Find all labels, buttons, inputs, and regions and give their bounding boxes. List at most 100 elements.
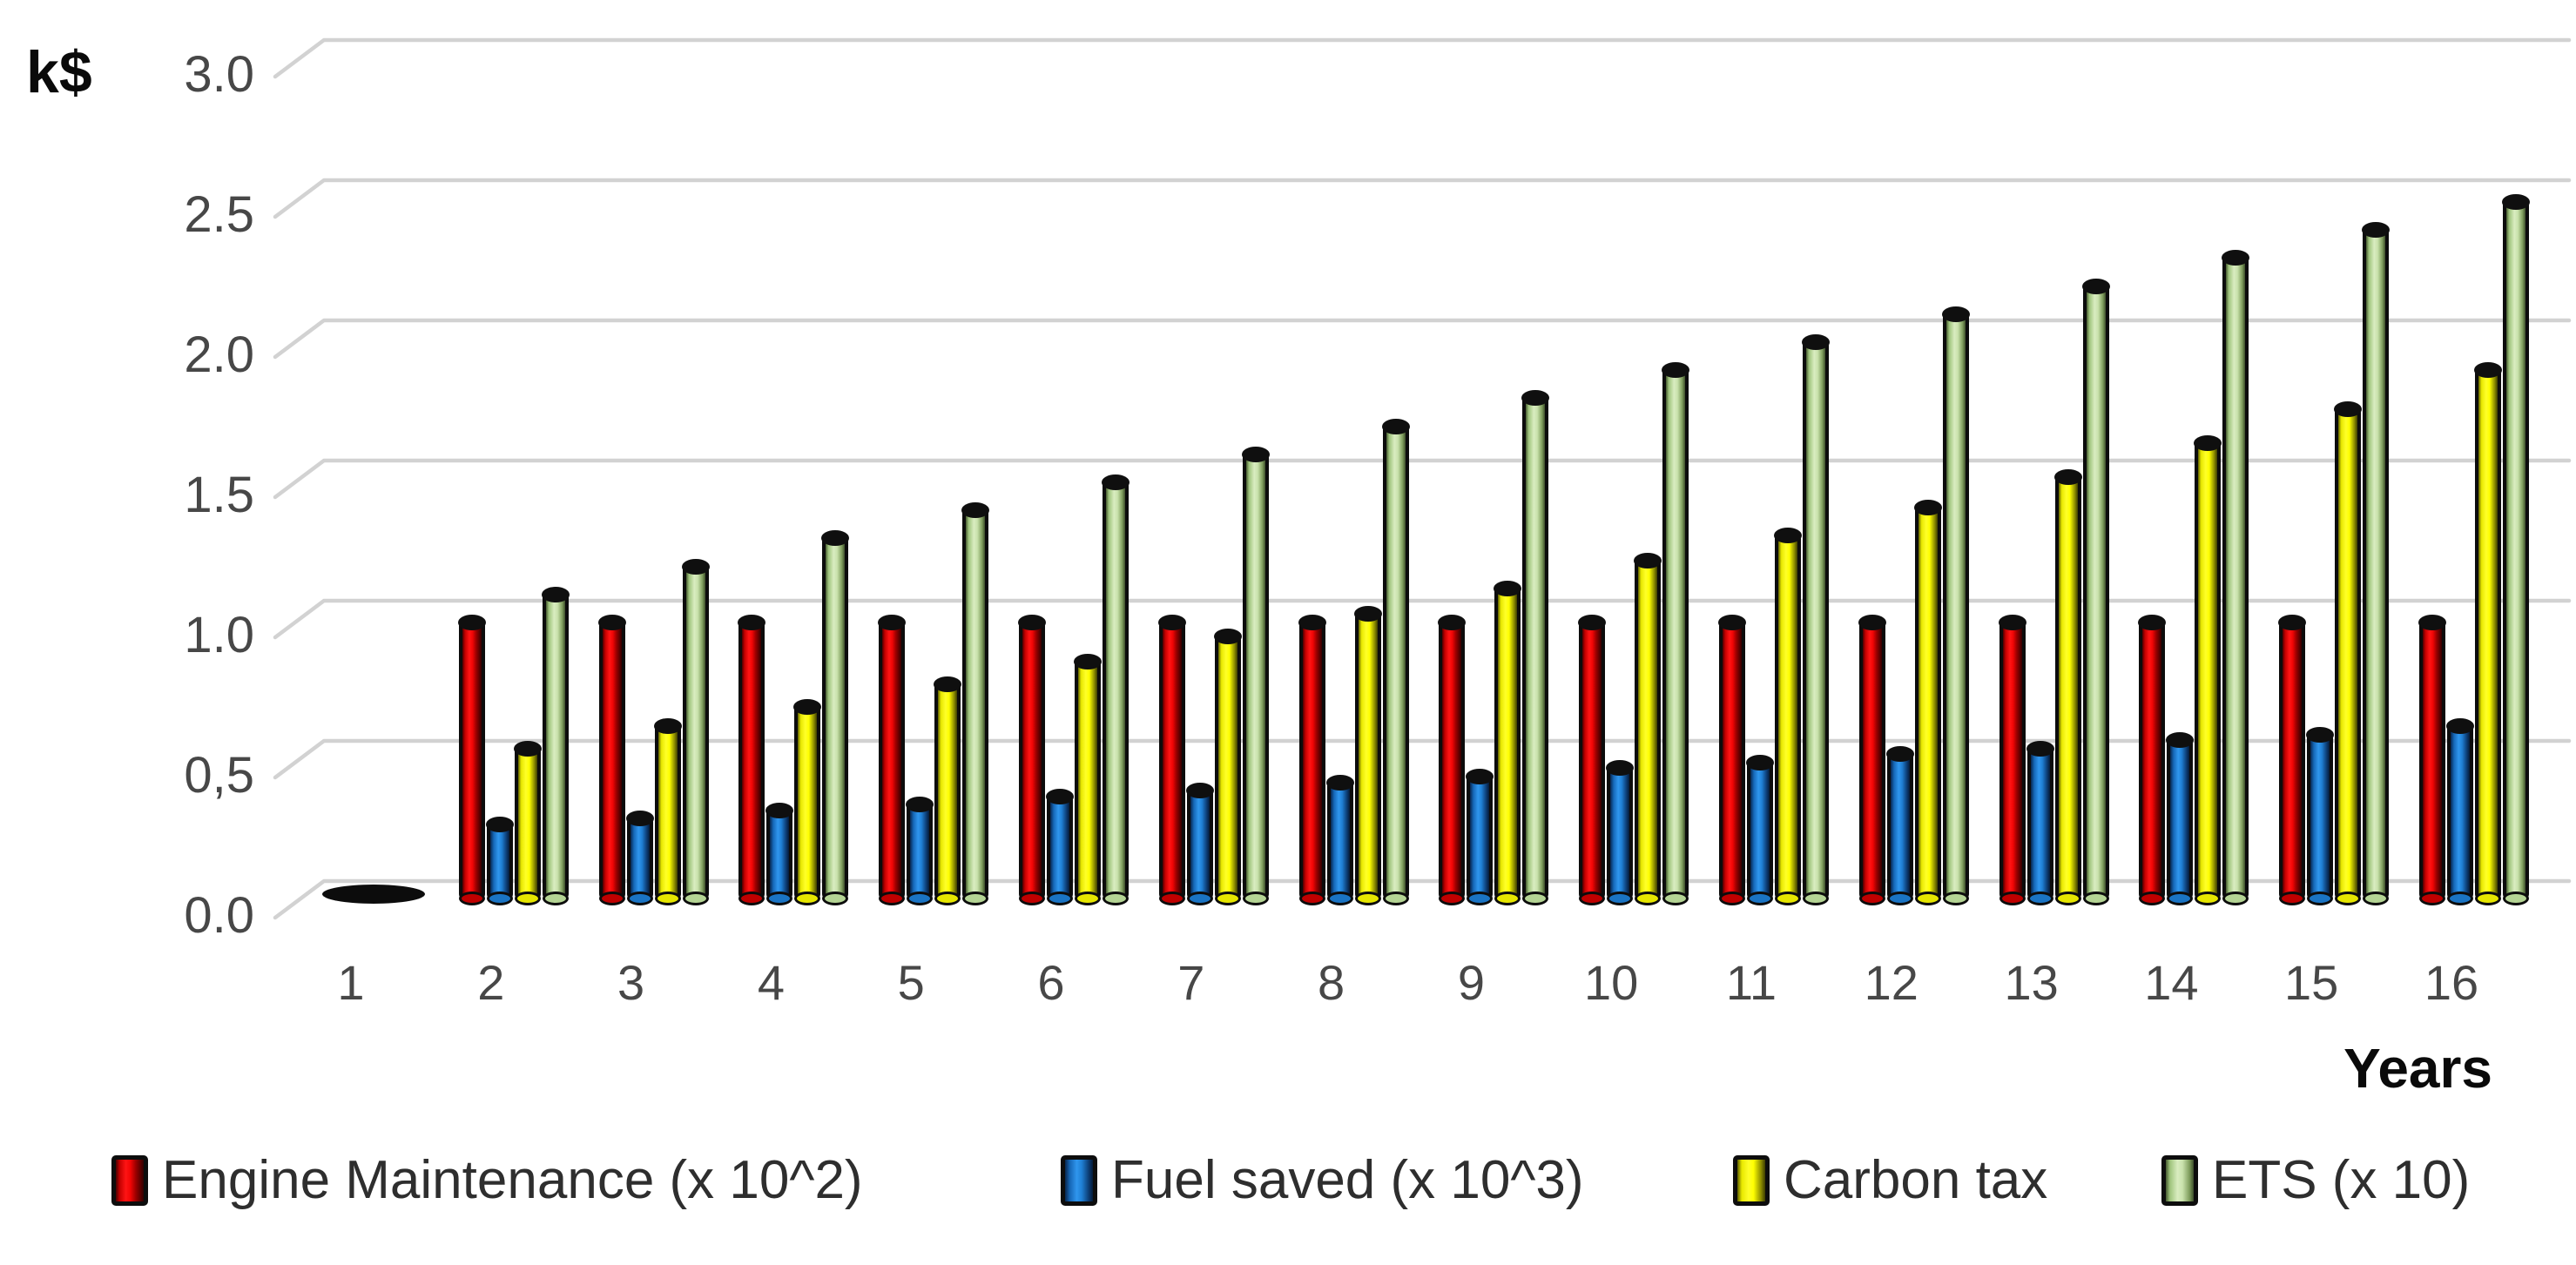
bar-engine-maintenance-year-3 — [597, 615, 626, 905]
legend-swatch-fuel-saved-icon — [1061, 1155, 1097, 1206]
y-tick-label-2.5: 2.5 — [184, 186, 254, 243]
bar-engine-maintenance-year-16 — [2418, 615, 2446, 905]
x-tick-label-11: 11 — [1725, 955, 1777, 1010]
bar-fuel-saved-year-10 — [1606, 760, 1635, 905]
legend-item-carbon-tax: Carbon tax — [1733, 1147, 2047, 1214]
y-tick-label-0.0: 0.0 — [184, 887, 254, 944]
x-tick-label-3: 3 — [617, 955, 645, 1010]
bar-carbon-tax-year-6 — [1074, 654, 1102, 905]
y-tick-label-1.0: 1.0 — [184, 607, 254, 663]
bar-carbon-tax-year-9 — [1494, 581, 1522, 905]
bar-ets-year-15 — [2362, 222, 2391, 905]
bar-ets-year-12 — [1941, 306, 1970, 905]
y-tick-label-2.0: 2.0 — [184, 326, 254, 383]
x-tick-label-1: 1 — [337, 955, 365, 1010]
bar-engine-maintenance-year-4 — [738, 615, 766, 905]
bar-fuel-saved-year-14 — [2166, 732, 2195, 905]
bar-ets-year-7 — [1241, 447, 1270, 905]
bar-fuel-saved-year-11 — [1746, 755, 1774, 905]
legend-item-fuel-saved: Fuel saved (x 10^3) — [1061, 1147, 1584, 1214]
legend-label-engine-maintenance: Engine Maintenance (x 10^2) — [162, 1150, 863, 1210]
bar-ets-year-8 — [1381, 419, 1410, 905]
gridline-2.5 — [273, 178, 2572, 219]
x-tick-label-16: 16 — [2424, 955, 2479, 1010]
bar-engine-maintenance-year-14 — [2138, 615, 2167, 905]
legend-label-ets: ETS (x 10) — [2212, 1150, 2471, 1210]
bar-fuel-saved-year-6 — [1046, 789, 1074, 905]
bar-fuel-saved-year-8 — [1325, 775, 1354, 905]
bar-fuel-saved-year-15 — [2306, 727, 2335, 905]
bar-engine-maintenance-year-7 — [1157, 615, 1186, 905]
legend-item-engine-maintenance: Engine Maintenance (x 10^2) — [111, 1147, 863, 1214]
x-tick-label-8: 8 — [1318, 955, 1345, 1010]
bar-fuel-saved-year-16 — [2446, 718, 2474, 905]
bar-engine-maintenance-year-9 — [1438, 615, 1467, 905]
x-tick-label-10: 10 — [1584, 955, 1639, 1010]
bar-engine-maintenance-year-15 — [2278, 615, 2307, 905]
bar-carbon-tax-year-4 — [793, 699, 822, 905]
bar-carbon-tax-year-2 — [513, 741, 542, 905]
bar-fuel-saved-year-4 — [765, 803, 794, 905]
bar-ets-year-14 — [2222, 250, 2250, 905]
bar-carbon-tax-year-10 — [1634, 553, 1662, 905]
bar-ets-year-16 — [2502, 194, 2530, 905]
x-tick-label-12: 12 — [1864, 955, 1919, 1010]
x-tick-label-13: 13 — [2004, 955, 2059, 1010]
x-tick-label-9: 9 — [1457, 955, 1485, 1010]
bar-fuel-saved-year-9 — [1466, 769, 1494, 905]
bar-carbon-tax-year-14 — [2194, 435, 2222, 905]
x-axis-title: Years — [2343, 1037, 2492, 1100]
legend: Engine Maintenance (x 10^2) Fuel saved (x… — [0, 1147, 2576, 1217]
bar-fuel-saved-year-13 — [2026, 741, 2054, 905]
bar-carbon-tax-year-12 — [1913, 500, 1942, 905]
x-tick-label-6: 6 — [1037, 955, 1065, 1010]
bar-ets-year-13 — [2081, 279, 2110, 905]
y-tick-label-1.5: 1.5 — [184, 467, 254, 523]
bar-ets-year-3 — [681, 559, 710, 905]
bar-fuel-saved-year-7 — [1185, 783, 1214, 905]
bar-carbon-tax-year-3 — [653, 718, 682, 905]
bar-carbon-tax-year-15 — [2334, 401, 2363, 905]
legend-swatch-engine-maintenance-icon — [111, 1155, 148, 1206]
gridline-2.0 — [273, 318, 2572, 360]
x-tick-label-14: 14 — [2144, 955, 2199, 1010]
bar-ets-year-11 — [1802, 334, 1830, 905]
legend-item-ets: ETS (x 10) — [2161, 1147, 2470, 1214]
bar-ets-year-9 — [1521, 390, 1550, 905]
bar-group-year-1-zero-marker — [322, 885, 425, 904]
x-tick-label-2: 2 — [477, 955, 505, 1010]
bar-engine-maintenance-year-12 — [1858, 615, 1886, 905]
x-tick-label-4: 4 — [757, 955, 785, 1010]
y-axis-title: k$ — [26, 39, 92, 105]
y-tick-label-3.0: 3.0 — [184, 46, 254, 103]
bar-carbon-tax-year-5 — [934, 676, 962, 905]
bar-engine-maintenance-year-10 — [1578, 615, 1607, 905]
bar-ets-year-2 — [541, 587, 570, 905]
bar-fuel-saved-year-2 — [485, 817, 514, 905]
bar-fuel-saved-year-12 — [1885, 746, 1914, 905]
bar-fuel-saved-year-5 — [906, 797, 934, 905]
bar-engine-maintenance-year-5 — [878, 615, 907, 905]
bar-engine-maintenance-year-13 — [1998, 615, 2026, 905]
x-tick-label-7: 7 — [1177, 955, 1205, 1010]
bar-ets-year-4 — [821, 530, 850, 905]
x-tick-label-5: 5 — [897, 955, 925, 1010]
bar-fuel-saved-year-3 — [625, 811, 654, 905]
bar-ets-year-6 — [1102, 474, 1130, 905]
y-tick-label-0,5: 0,5 — [184, 747, 254, 804]
legend-swatch-carbon-tax-icon — [1733, 1155, 1770, 1206]
legend-swatch-ets-icon — [2161, 1155, 2198, 1206]
bar-carbon-tax-year-16 — [2474, 362, 2502, 905]
bar-ets-year-10 — [1662, 362, 1690, 905]
bar-carbon-tax-year-7 — [1213, 629, 1242, 905]
bar-engine-maintenance-year-8 — [1298, 615, 1326, 905]
gridline-3.0 — [273, 37, 2572, 79]
bar-engine-maintenance-year-2 — [457, 615, 486, 905]
bar-carbon-tax-year-13 — [2053, 469, 2082, 905]
bar-carbon-tax-year-8 — [1353, 606, 1382, 905]
bar-engine-maintenance-year-11 — [1718, 615, 1746, 905]
x-tick-label-15: 15 — [2284, 955, 2339, 1010]
